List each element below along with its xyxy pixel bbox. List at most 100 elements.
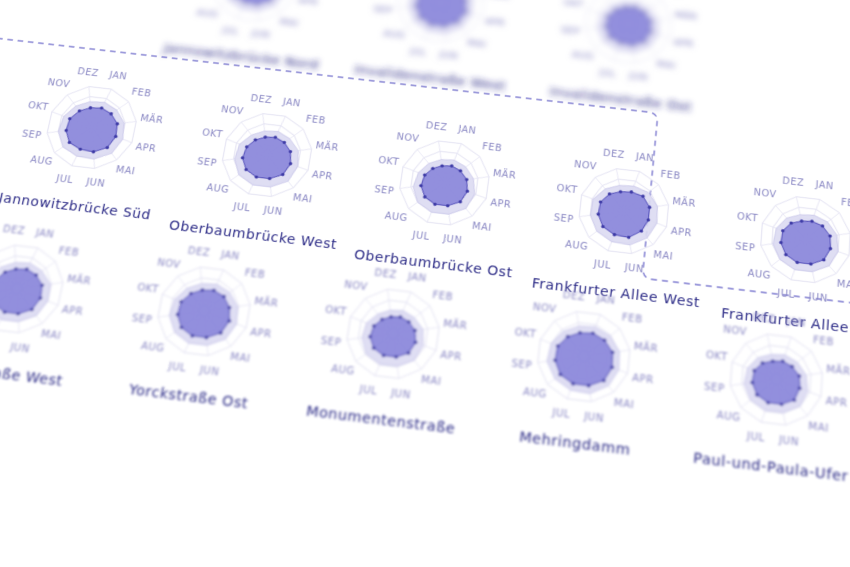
- month-label: OKT: [556, 183, 578, 196]
- month-label: SEP: [373, 4, 393, 16]
- radar-chart: JANFEBMÄRAPRMAIJUNJULAUGSEPOKTNOVDEZYorc…: [116, 240, 286, 414]
- month-label: SEP: [21, 129, 43, 142]
- chart-title: Invalidenstraße West: [353, 63, 506, 94]
- month-label: FEB: [58, 246, 80, 259]
- month-label: NOV: [753, 187, 777, 200]
- month-label: OKT: [378, 155, 400, 168]
- month-label: JUN: [8, 341, 31, 355]
- month-label: FEB: [131, 87, 152, 99]
- month-label: JUN: [778, 434, 800, 448]
- month-label: OKT: [27, 100, 49, 113]
- month-label: OKT: [563, 0, 584, 10]
- month-label: MÄR: [492, 168, 517, 181]
- month-label: SEP: [196, 156, 217, 169]
- month-label: AUG: [747, 269, 771, 283]
- month-label: AUG: [205, 183, 230, 196]
- month-label: SEP: [704, 381, 725, 395]
- month-label: JAN: [281, 97, 301, 109]
- month-label: MAI: [808, 421, 829, 435]
- month-label: MÄR: [66, 273, 92, 287]
- month-label: MAI: [471, 221, 492, 234]
- month-label: JUL: [408, 46, 427, 58]
- chart-title: Jannowitzbrücke Süd: [0, 191, 152, 223]
- month-label: JUL: [358, 383, 379, 397]
- month-label: MÄR: [442, 318, 467, 332]
- month-label: JAN: [457, 124, 477, 136]
- month-label: FEB: [813, 335, 834, 349]
- chart-title: Monumentenstraße: [305, 404, 456, 438]
- month-label: MAI: [613, 398, 634, 412]
- month-label: OKT: [737, 211, 759, 224]
- month-label: FEB: [660, 169, 681, 182]
- month-label: APR: [61, 304, 84, 318]
- month-label: AUG: [384, 211, 408, 224]
- month-label: APR: [249, 327, 272, 341]
- month-label: JUN: [583, 411, 605, 425]
- month-label: JUN: [262, 205, 284, 218]
- month-label: FEB: [244, 268, 266, 281]
- month-label: JUN: [389, 387, 411, 401]
- month-label: JAN: [634, 152, 654, 165]
- month-label: DEZ: [187, 245, 211, 258]
- month-label: SEP: [511, 358, 533, 372]
- month-label: APR: [135, 142, 157, 155]
- radar-chart: JANFEBMÄRAPRMAIJUNJULAUGSEPOKTNOVDEZFran…: [721, 170, 850, 341]
- month-label: AUG: [140, 341, 165, 355]
- month-label: FEB: [432, 290, 454, 303]
- month-label: MAI: [837, 279, 850, 292]
- month-label: DEZ: [562, 290, 585, 304]
- radar-chart: JANFEBMÄRAPRMAIJUNJULAUGSEPOKTNOVDEZYorc…: [0, 219, 100, 391]
- month-label: JUN: [441, 233, 462, 246]
- month-label: NOV: [343, 279, 368, 293]
- month-label: DEZ: [602, 148, 625, 161]
- month-label: SEP: [735, 241, 756, 254]
- month-label: SEP: [560, 25, 580, 37]
- month-label: AUG: [382, 29, 405, 41]
- month-label: AUG: [564, 240, 588, 254]
- month-label: JUL: [221, 25, 240, 37]
- month-label: APR: [484, 17, 505, 29]
- month-label: NOV: [156, 257, 181, 271]
- radar-chart: JANFEBMÄRAPRMAIJUNJULAUGSEPOKTNOVDEZInva…: [549, 0, 703, 115]
- chart-title: Invalidenstraße Ost: [549, 85, 692, 115]
- radar-chart: JANFEBMÄRAPRMAIJUNJULAUGSEPOKTNOVDEZMehr…: [501, 284, 662, 461]
- month-label: APR: [440, 349, 463, 363]
- month-label: OKT: [201, 127, 223, 140]
- month-label: JUL: [411, 230, 431, 243]
- month-label: MAI: [653, 250, 674, 263]
- chart-title: Yorckstraße West: [0, 359, 64, 390]
- radar-chart: JANFEBMÄRAPRMAIJUNJULAUGSEPOKTNOVDEZFran…: [531, 142, 712, 312]
- month-label: DEZ: [250, 93, 273, 106]
- month-label: JUN: [807, 291, 828, 304]
- month-label: JUL: [592, 258, 612, 271]
- radar-chart: JAN FEB MÄR APR MAI JUN JULAUG SEP OKT NOV DEZ Monu…: [305, 262, 475, 438]
- month-label: OKT: [514, 327, 537, 341]
- month-label: NOV: [532, 302, 557, 316]
- month-label: OKT: [136, 282, 159, 296]
- month-label: MAI: [115, 165, 136, 178]
- month-label: MÄR: [674, 10, 697, 22]
- radar-chart: JANFEBMÄRAPRMAIJUNJULAUGSEPOKTNOVDEZOber…: [353, 115, 530, 282]
- chart-title: Yorckstraße Ost: [126, 382, 249, 412]
- radar-chart: JANFEBMÄRAPRMAIJUNJULAUGSEPOKTNOVDEZOber…: [168, 87, 359, 253]
- month-label: JUN: [623, 262, 644, 275]
- month-label: JUL: [167, 360, 188, 374]
- month-label: OKT: [706, 349, 728, 363]
- month-label: APR: [825, 395, 847, 409]
- month-label: NOV: [723, 324, 748, 338]
- month-label: JAN: [406, 271, 427, 284]
- month-label: JUN: [84, 176, 106, 189]
- month-label: MAI: [420, 375, 442, 389]
- month-label: AUG: [29, 155, 54, 168]
- month-label: JUL: [551, 407, 571, 421]
- month-label: MÄR: [315, 140, 340, 153]
- month-label: MÄR: [253, 296, 279, 310]
- month-label: MAI: [279, 18, 299, 30]
- month-label: APR: [490, 197, 512, 210]
- month-label: AUG: [716, 410, 741, 425]
- month-label: DEZ: [374, 267, 398, 281]
- month-label: FEB: [621, 312, 643, 326]
